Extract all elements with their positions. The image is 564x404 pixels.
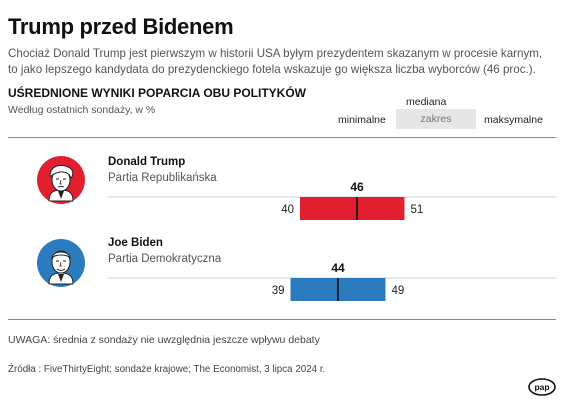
- lead-paragraph: Chociaż Donald Trump jest pierwszym w hi…: [8, 47, 543, 76]
- donald-trump-portrait-icon: [37, 156, 85, 204]
- biden-party: Partia Demokratyczna: [108, 253, 222, 265]
- svg-text:pap: pap: [534, 382, 549, 392]
- trump-min-label: 40: [281, 204, 294, 216]
- joe-biden-portrait-icon: [37, 239, 85, 287]
- trump-party: Partia Republikańska: [108, 172, 217, 184]
- pap-logo-icon: pap: [528, 378, 556, 396]
- trump-median-label: 46: [350, 180, 364, 194]
- page-title: Trump przed Bidenem: [8, 14, 234, 39]
- top-divider: [8, 137, 556, 138]
- trump-max-label: 51: [411, 204, 424, 216]
- note-text: UWAGA: średnia z sondaży nie uwzględnia …: [8, 334, 320, 346]
- legend-max-label: maksymalne: [484, 114, 543, 126]
- biden-median-label: 44: [331, 261, 345, 275]
- biden-min-label: 39: [272, 285, 285, 297]
- biden-name: Joe Biden: [108, 237, 163, 249]
- bottom-divider: [8, 319, 556, 320]
- trump-range-bar: [300, 197, 405, 220]
- legend-median-label: mediana: [406, 96, 447, 108]
- trump-name: Donald Trump: [108, 156, 186, 168]
- legend-min-label: minimalne: [338, 114, 386, 126]
- biden-max-label: 49: [392, 285, 405, 297]
- source-text: Źródła : FiveThirtyEight; sondaże krajow…: [8, 364, 326, 375]
- chart-subheading: Według ostatnich sondaży, w %: [8, 104, 156, 116]
- legend-range-box: zakres: [396, 109, 476, 129]
- chart-heading: UŚREDNIONE WYNIKI POPARCIA OBU POLITYKÓW: [8, 86, 307, 100]
- range-chart: 46 40 51 44 39 49: [108, 180, 556, 301]
